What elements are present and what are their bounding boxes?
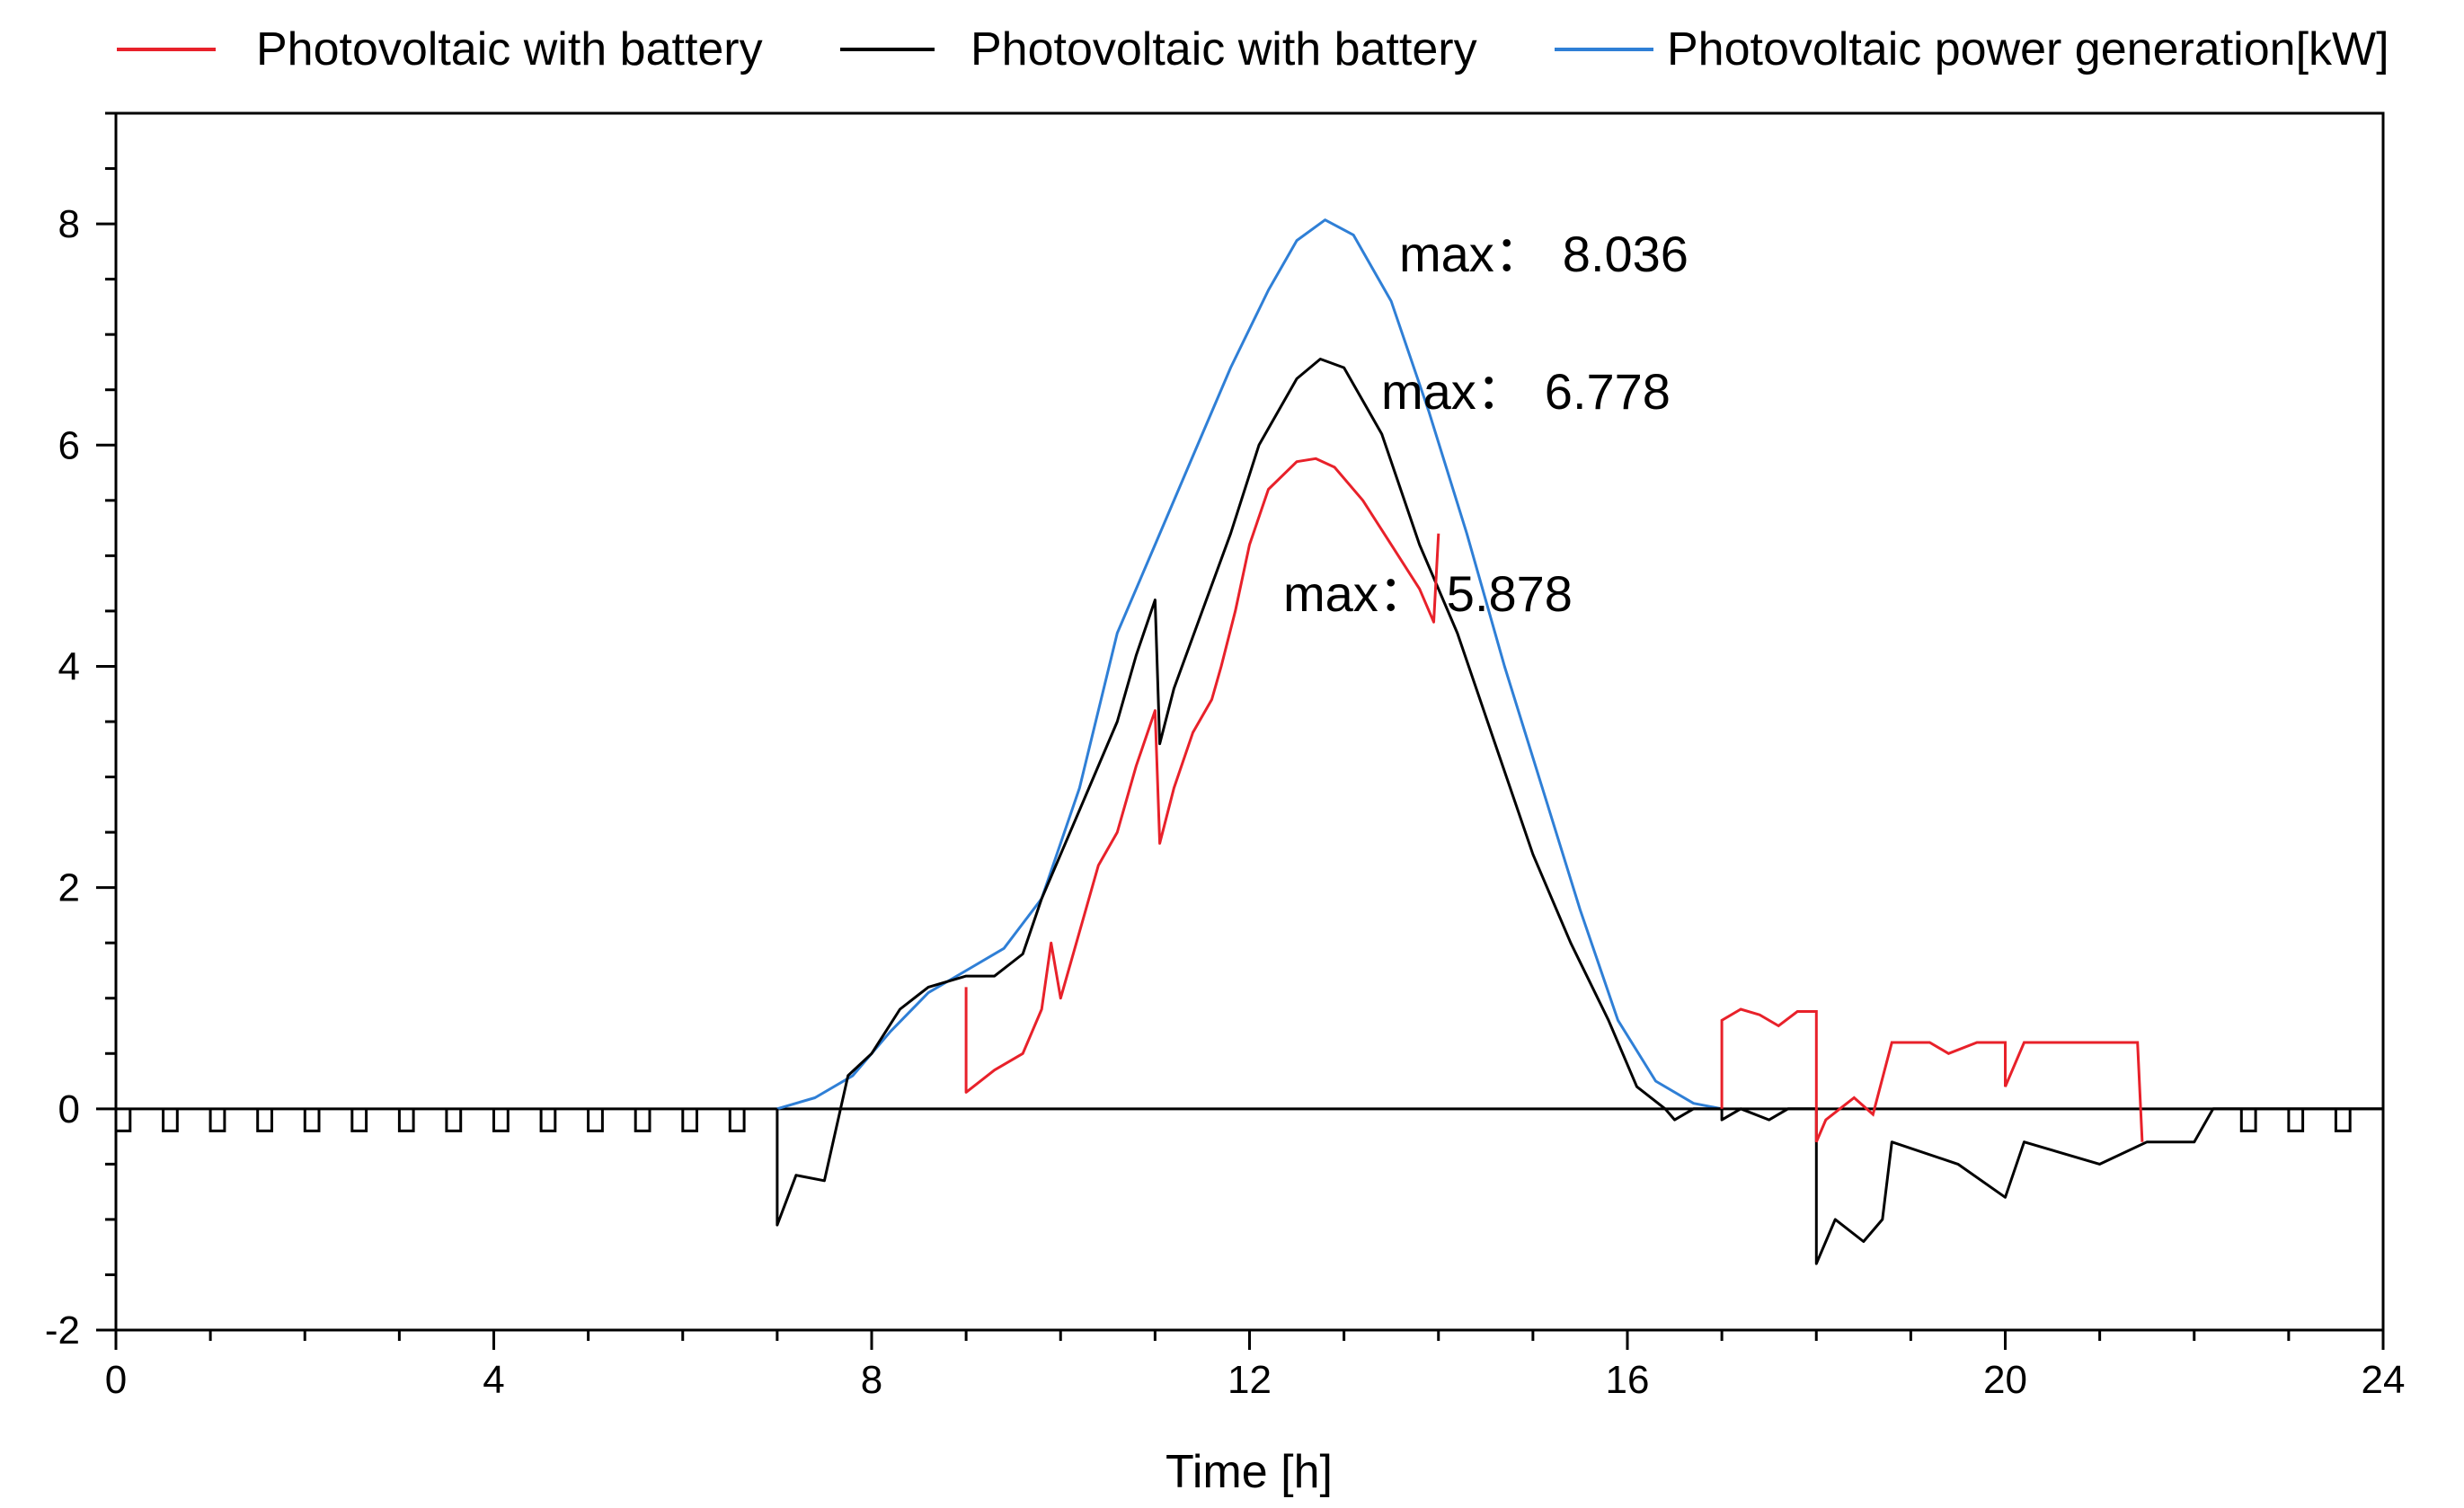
standby-dip [492,1108,510,1132]
annotations: max： 8.036 max： 6.778 max： 5.878 [1283,226,1688,622]
y-tick-label: 0 [58,1087,80,1131]
standby-dip [634,1108,651,1132]
standby-dip [350,1108,368,1132]
x-tick-label: 12 [1228,1358,1272,1402]
series-layer [114,218,2383,1265]
y-tick-label: 6 [58,423,80,467]
x-tick-label: 16 [1606,1358,1650,1402]
legend-label-black: Photovoltaic with battery [971,23,1477,75]
y-tick-label: 4 [58,644,80,688]
standby-dip [728,1108,746,1132]
x-tick-label: 4 [483,1358,504,1402]
standby-dip [539,1108,557,1132]
standby-dip [208,1108,226,1132]
x-tick-label: 24 [2362,1358,2406,1402]
series-line-0 [964,457,1440,1094]
standby-dip [256,1108,273,1132]
standby-dip [2239,1108,2257,1132]
standby-dip [397,1108,415,1132]
x-axis-title: Time [h] [1166,1446,1333,1498]
standby-dip [445,1108,463,1132]
x-tick-label: 8 [861,1358,882,1402]
annotation-max-black: max： 6.778 [1381,363,1671,420]
standby-dip [303,1108,321,1132]
y-tick-label: 8 [58,202,80,246]
standby-dip [2287,1108,2305,1132]
x-tick-label: 0 [105,1358,127,1402]
standby-dip [114,1108,132,1132]
standby-dip [681,1108,698,1132]
series-line-1 [776,358,2383,1265]
legend-label-red: Photovoltaic with battery [256,23,763,75]
y-tick-label: 2 [58,866,80,910]
standby-dip [162,1108,179,1132]
standby-dip [587,1108,604,1132]
y-tick-label: -2 [45,1308,80,1353]
standby-dip [2334,1108,2352,1132]
series-line-2 [776,218,1723,1111]
annotation-max-red: max： 5.878 [1283,565,1573,622]
legend: Photovoltaic with battery Photovoltaic w… [117,23,2389,75]
series-line-red-evening [1720,1007,2144,1143]
legend-label-blue: Photovoltaic power generation[kW] [1667,23,2389,75]
x-tick-label: 20 [1983,1358,2027,1402]
annotation-max-pv: max： 8.036 [1399,226,1688,282]
